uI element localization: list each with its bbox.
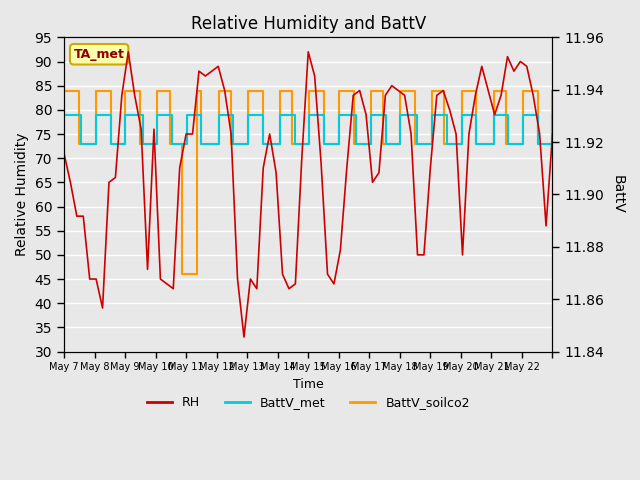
X-axis label: Time: Time <box>293 377 324 391</box>
Legend: RH, BattV_met, BattV_soilco2: RH, BattV_met, BattV_soilco2 <box>141 391 475 414</box>
Title: Relative Humidity and BattV: Relative Humidity and BattV <box>191 15 426 33</box>
Y-axis label: BattV: BattV <box>611 175 625 214</box>
Text: TA_met: TA_met <box>74 48 125 61</box>
Y-axis label: Relative Humidity: Relative Humidity <box>15 132 29 256</box>
